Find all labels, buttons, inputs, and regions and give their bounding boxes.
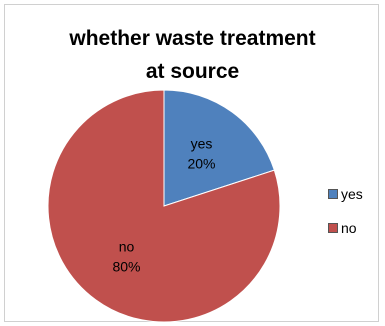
slice-label-no: no — [119, 239, 135, 255]
legend-item-yes: yes — [328, 184, 363, 204]
slice-percent-yes: 20% — [187, 155, 215, 171]
legend-label-yes: yes — [341, 186, 363, 202]
chart-title-line-1: whether waste treatment — [69, 27, 316, 50]
slice-percent-no: 80% — [112, 259, 140, 275]
chart-title-line-2: at source — [145, 60, 240, 83]
legend-swatch-yes — [328, 189, 338, 199]
legend: yes no — [328, 184, 363, 252]
legend-item-no: no — [328, 218, 363, 238]
legend-swatch-no — [328, 223, 338, 233]
slice-label-yes: yes — [191, 135, 213, 151]
pie-slice-yes — [163, 89, 275, 207]
pie-slice-no — [47, 89, 281, 323]
legend-label-no: no — [341, 220, 357, 236]
